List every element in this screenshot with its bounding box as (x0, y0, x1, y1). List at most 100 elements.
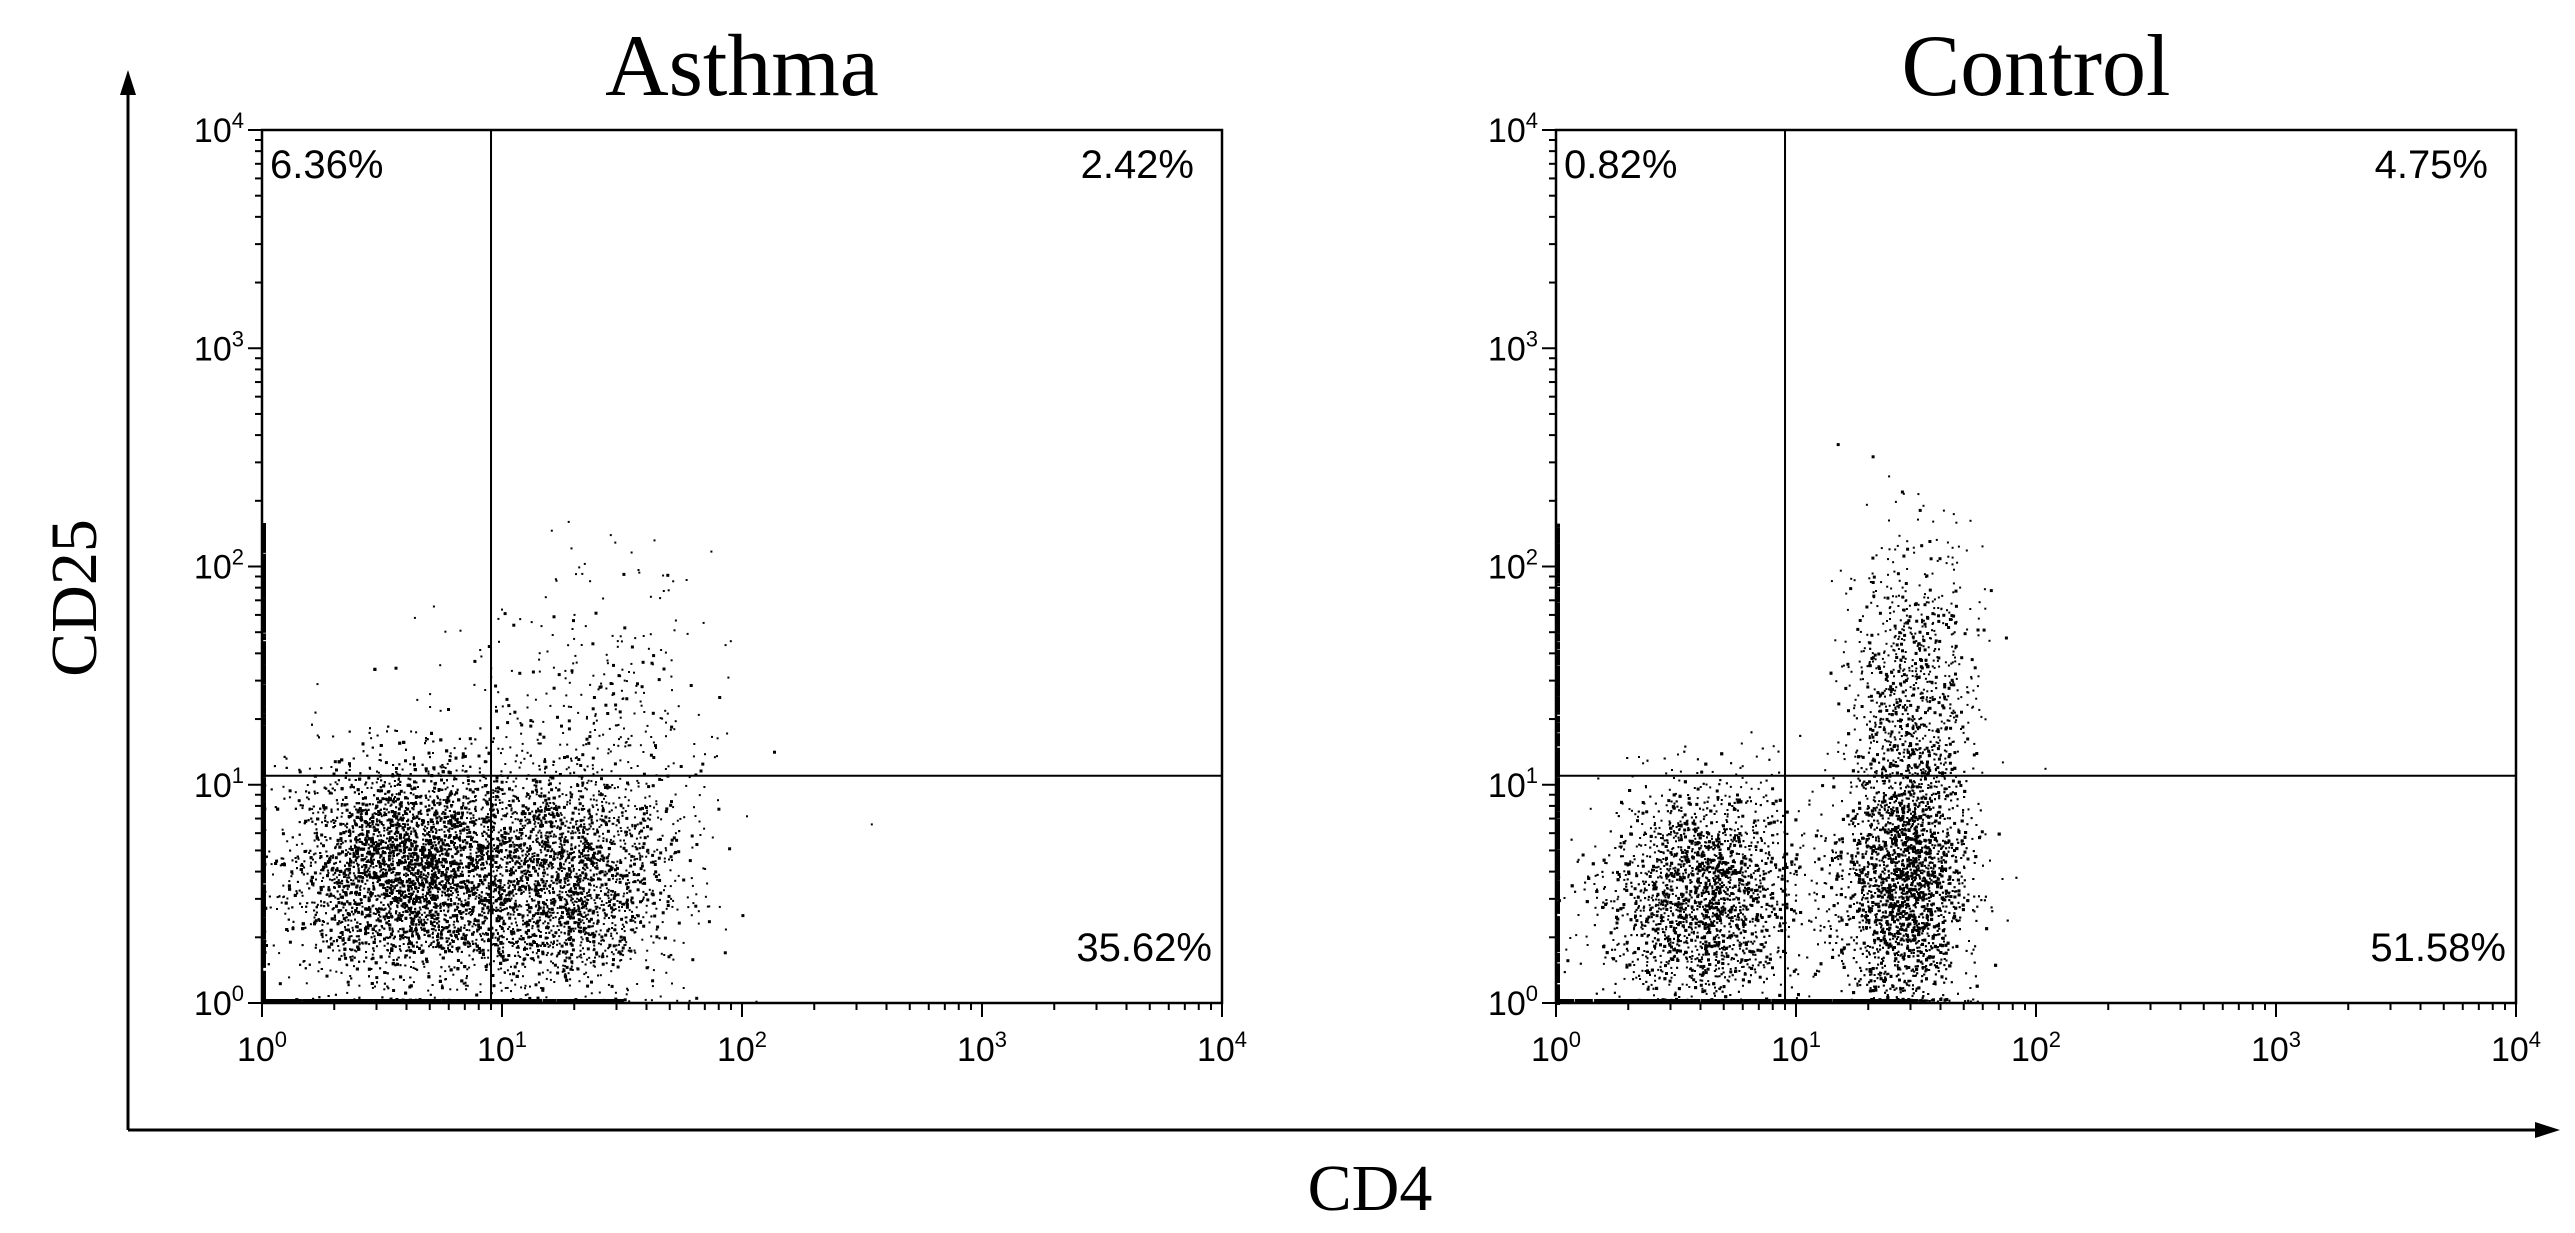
y-axis-label: CD25 (38, 519, 111, 677)
scatter-point (373, 874, 376, 877)
scatter-point (365, 914, 369, 918)
scatter-point (474, 738, 477, 741)
scatter-point (340, 909, 343, 912)
scatter-point (405, 879, 409, 883)
scatter-point (428, 851, 431, 855)
scatter-point (391, 857, 394, 860)
scatter-point (381, 926, 384, 929)
scatter-point (337, 884, 341, 888)
scatter-point (487, 884, 490, 887)
scatter-point (335, 861, 337, 864)
scatter-point (477, 850, 480, 853)
scatter-point (380, 789, 383, 793)
scatter-point (464, 806, 466, 809)
scatter-point (486, 932, 489, 936)
scatter-point (387, 987, 390, 990)
scatter-point (410, 842, 413, 845)
scatter-point (440, 864, 443, 867)
scatter-point (358, 825, 361, 828)
scatter-point (449, 893, 452, 896)
scatter-point (361, 791, 363, 794)
scatter-point (294, 857, 297, 859)
scatter-point (366, 870, 368, 873)
scatter-point (357, 910, 361, 914)
scatter-point (421, 879, 424, 882)
scatter-point (365, 951, 367, 953)
scatter-point (383, 829, 386, 832)
scatter-point (381, 875, 384, 878)
scatter-point (412, 813, 414, 816)
scatter-point (335, 904, 338, 908)
scatter-point (497, 947, 501, 951)
scatter-point (355, 950, 358, 953)
scatter-point (448, 834, 452, 837)
scatter-point (458, 875, 461, 878)
scatter-point (592, 960, 596, 964)
scatter-point (334, 918, 337, 921)
scatter-point (384, 813, 388, 816)
scatter-point (478, 767, 481, 770)
scatter-point (322, 876, 325, 879)
scatter-point (356, 930, 359, 933)
scatter-point (348, 847, 351, 850)
outer-x-axis-arrow (2535, 1122, 2560, 1138)
scatter-point (454, 908, 457, 911)
scatter-point (451, 785, 454, 788)
scatter-point (413, 917, 416, 920)
scatter-point (492, 789, 495, 792)
scatter-point (348, 935, 351, 938)
scatter-point (496, 886, 499, 889)
scatter-point (319, 886, 323, 890)
scatter-point (468, 737, 472, 741)
scatter-point (432, 821, 434, 823)
scatter-point (483, 825, 486, 828)
scatter-point (454, 875, 458, 879)
scatter-point (353, 805, 356, 808)
scatter-point (329, 783, 332, 786)
scatter-point (389, 822, 392, 825)
scatter-point (502, 958, 506, 962)
scatter-point (375, 945, 378, 948)
scatter-point (288, 789, 292, 793)
scatter-point (417, 887, 420, 889)
scatter-point (345, 826, 348, 829)
scatter-point (390, 889, 393, 892)
scatter-point (492, 837, 495, 840)
scatter-point (305, 982, 308, 985)
scatter-point (423, 929, 426, 932)
scatter-point (486, 917, 489, 920)
scatter-point (486, 840, 489, 843)
scatter-point (465, 891, 468, 894)
scatter-point (385, 961, 388, 964)
scatter-point (366, 891, 369, 894)
scatter-point (361, 910, 364, 913)
scatter-point (492, 737, 495, 740)
scatter-point (343, 952, 346, 955)
scatter-point (548, 908, 551, 911)
scatter-point (449, 883, 452, 886)
scatter-point (426, 918, 429, 921)
scatter-point (352, 861, 355, 864)
outer-y-axis-arrow (120, 70, 136, 95)
scatter-point (418, 898, 421, 900)
scatter-point (341, 889, 344, 892)
scatter-point (357, 867, 360, 870)
scatter-point (358, 928, 362, 932)
scatter-point (464, 908, 468, 912)
scatter-point (555, 882, 558, 885)
scatter-point (481, 932, 484, 935)
scatter-point (410, 852, 413, 855)
scatter-point (374, 913, 377, 915)
scatter-point (436, 943, 440, 947)
scatter-point (354, 845, 357, 849)
scatter-point (325, 839, 328, 842)
scatter-point (460, 979, 464, 983)
scatter-point (324, 814, 327, 817)
scatter-point (485, 746, 488, 749)
scatter-point (444, 808, 447, 811)
scatter-point (515, 921, 517, 924)
scatter-point (334, 856, 338, 860)
scatter-point (376, 981, 378, 984)
scatter-point (417, 824, 420, 827)
